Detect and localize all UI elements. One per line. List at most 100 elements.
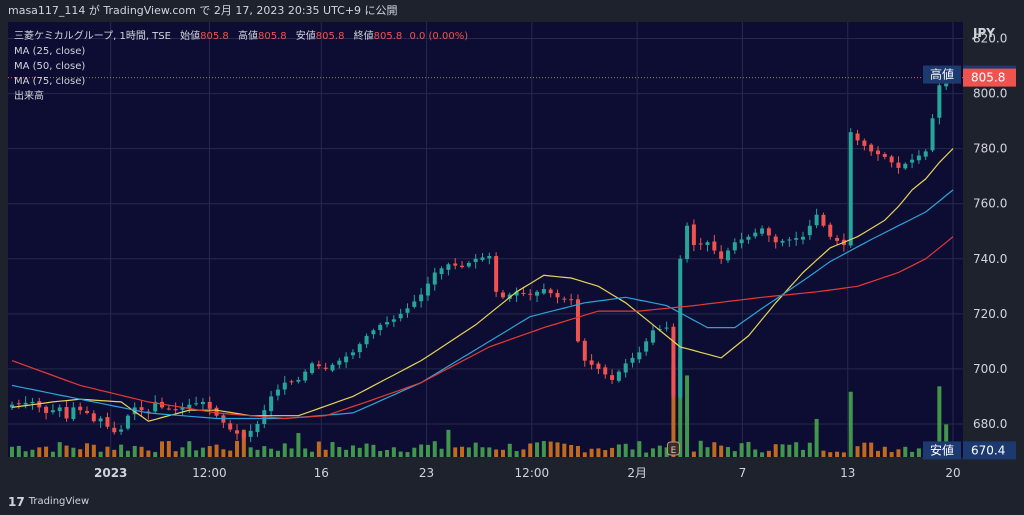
volume-bar: [937, 386, 942, 457]
volume-bar: [855, 446, 860, 457]
earnings-event-marker: [666, 441, 680, 456]
candle-body: [780, 240, 785, 243]
volume-bar: [664, 447, 669, 457]
candle-body: [910, 159, 915, 163]
candle-body: [760, 228, 765, 234]
candle-body: [575, 299, 580, 342]
candle-body: [453, 263, 458, 266]
candle-body: [521, 292, 526, 294]
candle-body: [105, 417, 110, 427]
candle-body: [439, 268, 444, 275]
candle-body: [303, 371, 308, 381]
candle-body: [432, 272, 437, 285]
brand-name: TradingView: [28, 496, 90, 507]
low-price-label: 安値: [930, 442, 954, 457]
high-value: 805.8: [257, 31, 287, 42]
candle-body: [50, 410, 55, 413]
volume-bar: [378, 451, 383, 457]
candle-body: [719, 251, 724, 259]
volume-bar: [125, 450, 130, 457]
candle-body: [85, 410, 90, 413]
volume-bar: [944, 424, 949, 457]
candle-body: [139, 407, 144, 411]
candle-body: [862, 140, 867, 146]
candle-body: [112, 427, 117, 433]
candle-body: [869, 144, 874, 152]
volume-bar: [64, 445, 69, 457]
volume-bar: [412, 447, 417, 457]
volume-bar: [521, 449, 526, 457]
candle-body: [91, 413, 96, 422]
volume-bar: [787, 444, 792, 457]
volume-bar: [889, 452, 894, 457]
candle-body: [603, 367, 608, 375]
candle-body: [821, 214, 826, 226]
candle-body: [412, 301, 417, 307]
publisher-bar: masa117_114 が TradingView.com で 2月 17, 2…: [0, 0, 1024, 22]
currency-label: JPY: [972, 26, 995, 40]
volume-bar: [766, 450, 771, 457]
candle-body: [228, 423, 233, 430]
volume-legend[interactable]: 出来高: [14, 91, 44, 102]
candle-body: [814, 214, 819, 226]
candle-body: [923, 151, 928, 157]
candle-body: [835, 237, 840, 241]
candle-body: [405, 308, 410, 313]
volume-bar: [269, 448, 274, 457]
candle-body: [146, 411, 151, 413]
close-value: 805.8: [373, 31, 403, 42]
candle-body: [616, 371, 621, 381]
x-tick-label: 20: [945, 466, 960, 480]
close-label: 終値: [353, 31, 374, 42]
candle-body: [296, 379, 301, 382]
ma25-legend[interactable]: MA (25, close): [14, 46, 86, 57]
candle-body: [705, 242, 710, 245]
volume-bar: [432, 441, 437, 457]
candle-body: [500, 292, 505, 298]
volume-bar: [582, 452, 587, 457]
candle-body: [698, 243, 703, 245]
volume-bar: [460, 446, 465, 457]
y-tick-label: 800.0: [973, 87, 1007, 101]
change-value: 0.0 (0.00%): [409, 31, 469, 42]
tradingview-logo-icon: 𝟭𝟳: [8, 495, 25, 509]
candle-body: [119, 429, 124, 432]
candle-body: [746, 236, 751, 240]
candle-body: [555, 292, 560, 298]
candle-body: [78, 406, 83, 411]
volume-bar: [862, 442, 867, 457]
volume-bar: [166, 441, 171, 457]
volume-bar: [160, 441, 165, 457]
price-chart[interactable]: 820.0 800.0 780.0 760.0 740.0 720.0 700.0 680.0…: [8, 22, 1016, 491]
volume-bar: [657, 445, 662, 457]
volume-bar: [610, 447, 615, 457]
ma75-legend[interactable]: MA (75, close): [14, 76, 86, 87]
volume-bar: [903, 446, 908, 457]
candle-body: [391, 319, 396, 322]
candle-body: [64, 407, 69, 419]
volume-bar: [50, 451, 55, 457]
high-label: 高値: [237, 31, 258, 42]
candle-body: [132, 407, 137, 415]
candle-body: [569, 299, 574, 301]
volume-bar: [364, 443, 369, 457]
volume-bar: [44, 446, 49, 457]
volume-bar: [910, 451, 915, 457]
ma50-legend[interactable]: MA (50, close): [14, 61, 86, 72]
volume-bar: [746, 441, 751, 457]
volume-bar: [835, 451, 840, 457]
volume-bar: [425, 444, 430, 457]
candle-body: [241, 432, 246, 438]
volume-bar: [589, 448, 594, 457]
low-price-value: 670.4: [971, 443, 1005, 457]
volume-bars: [10, 359, 955, 457]
candle-body: [371, 330, 376, 335]
candle-body: [269, 396, 274, 412]
candle-body: [310, 363, 315, 373]
volume-bar: [323, 449, 328, 457]
candle-body: [23, 402, 28, 405]
volume-bar: [698, 440, 703, 457]
candle-body: [350, 352, 355, 356]
candle-body: [248, 430, 253, 437]
volume-bar: [896, 449, 901, 457]
